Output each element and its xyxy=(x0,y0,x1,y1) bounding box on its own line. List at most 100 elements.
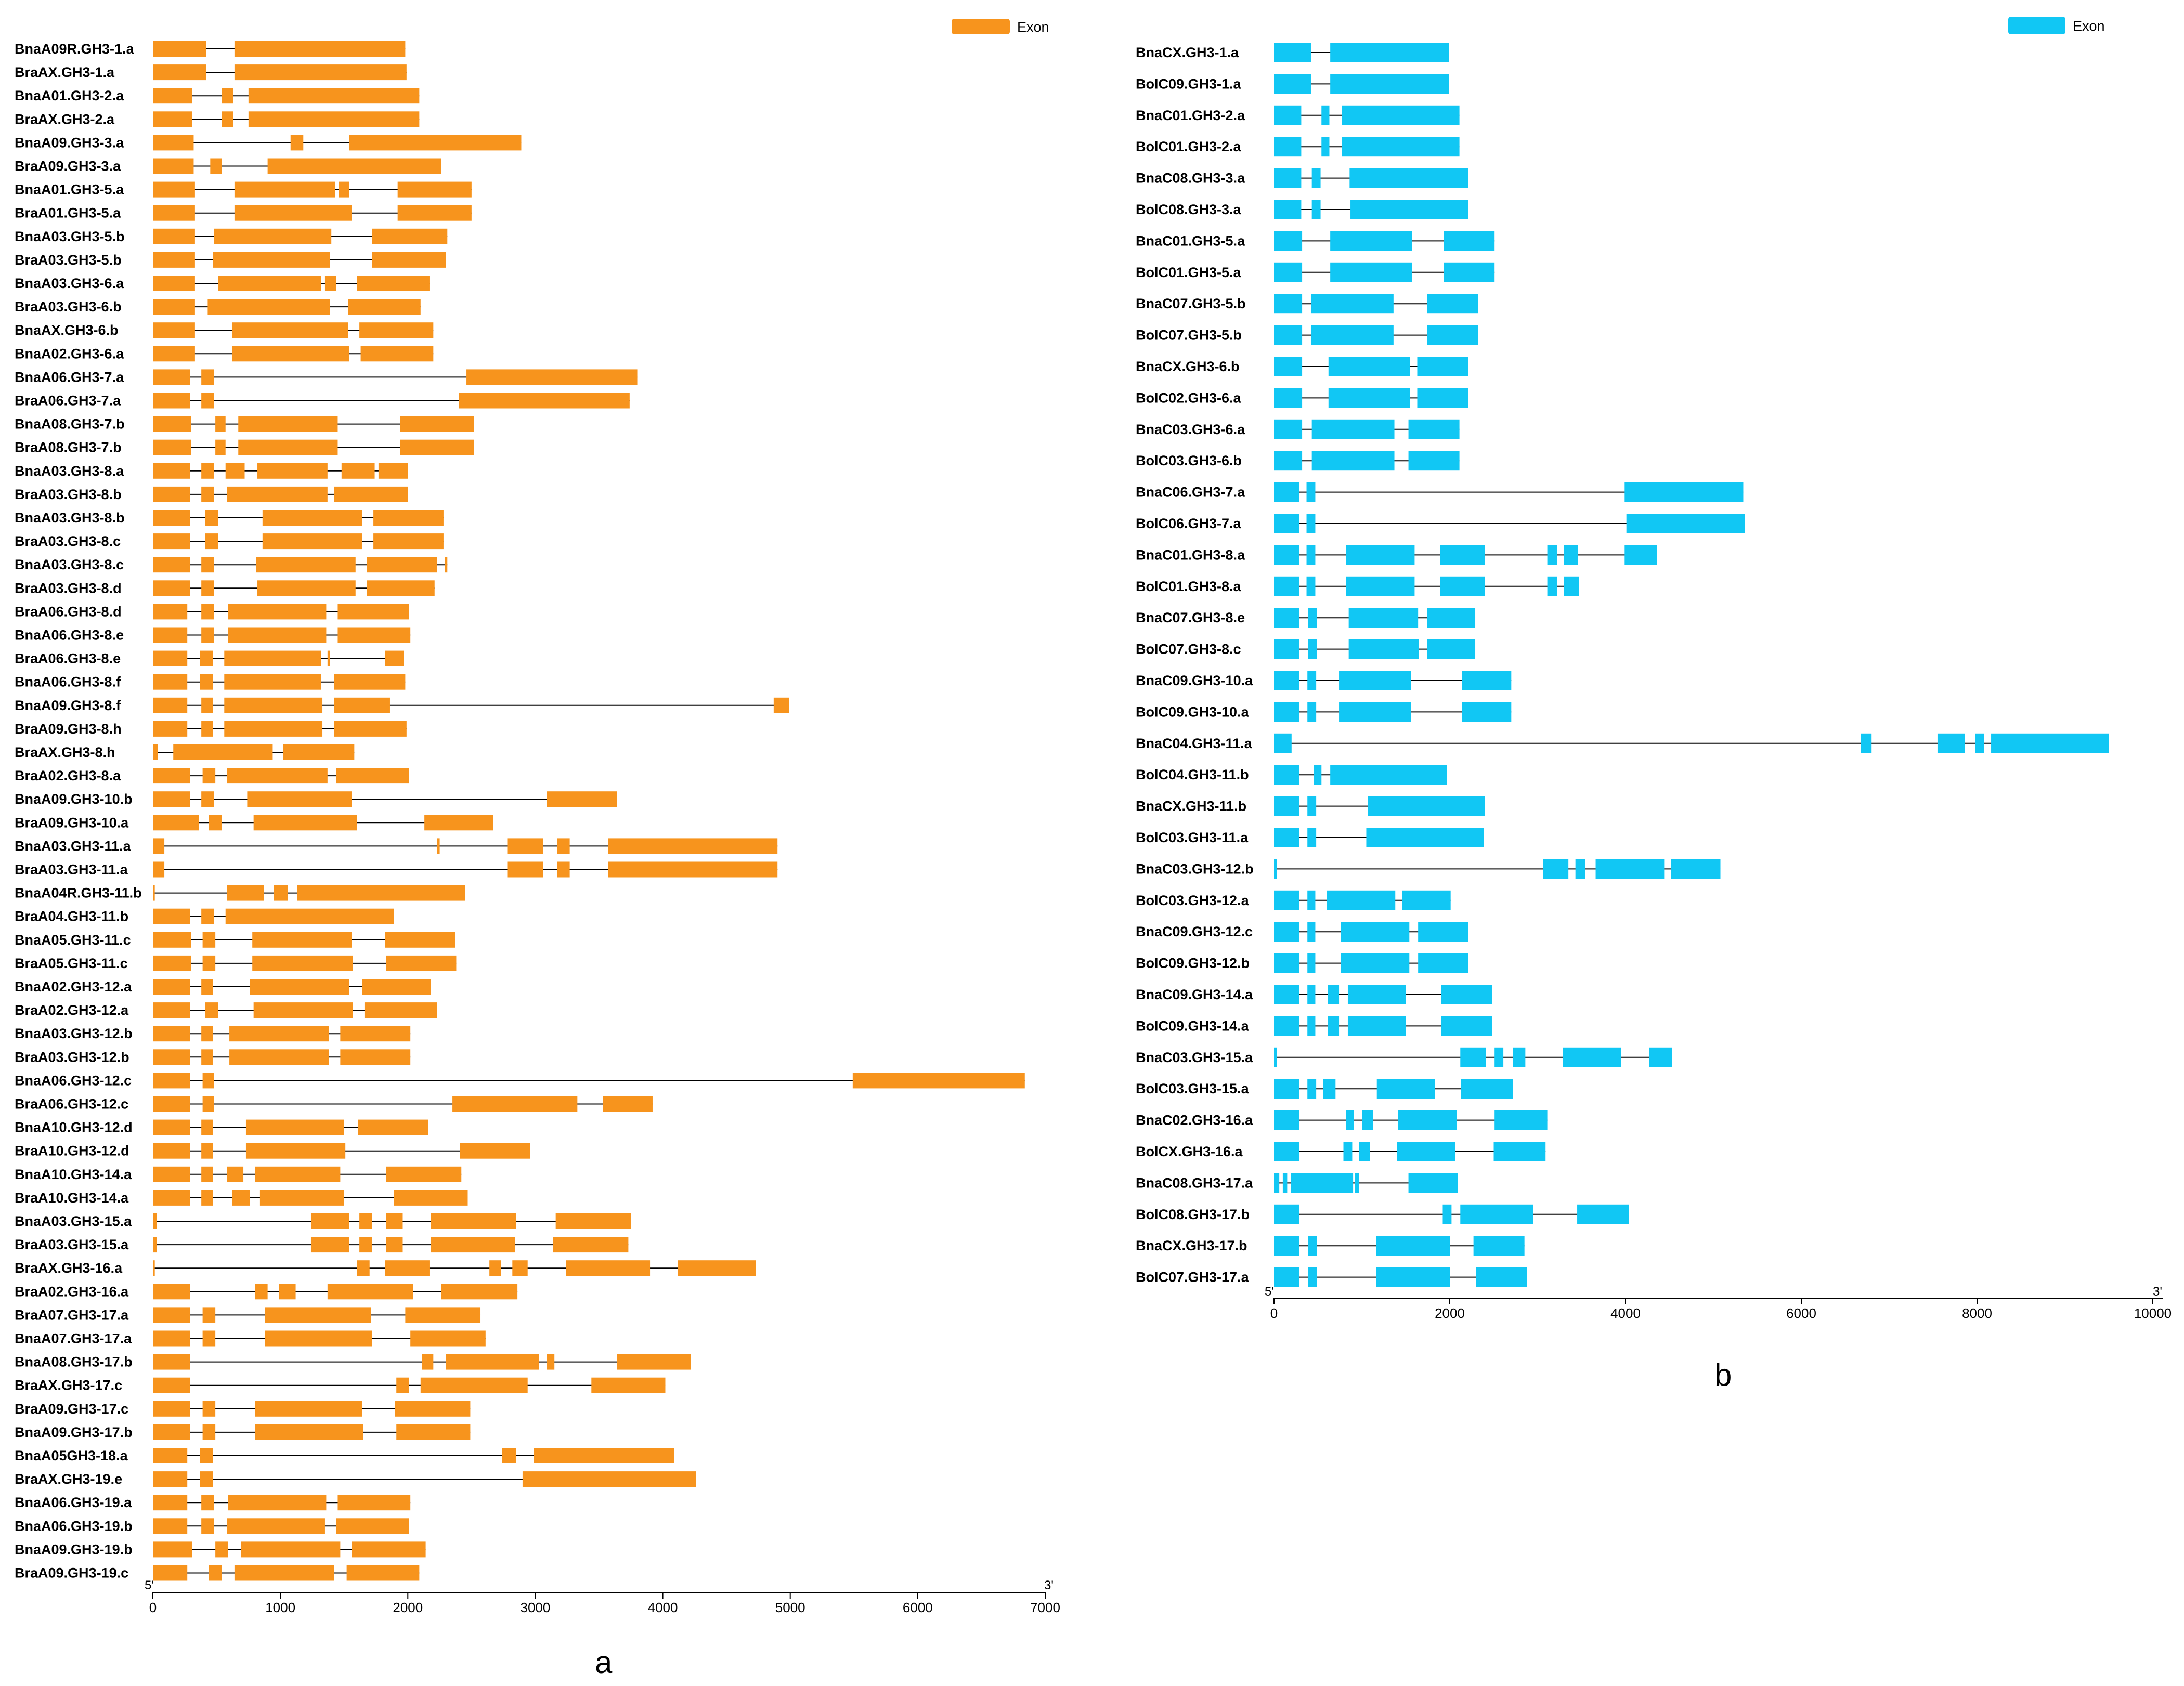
panel-b-exon-block xyxy=(1473,1236,1525,1256)
panel-b-exon-block xyxy=(1330,262,1412,282)
panel-b-exon-block xyxy=(1308,1267,1317,1287)
panel-b-exon-block xyxy=(1408,419,1460,439)
panel-a-exon-block xyxy=(357,1260,370,1276)
panel-a-exon-block xyxy=(359,1213,372,1229)
panel-a-gene-row: BraA03.GH3-11.a xyxy=(15,861,778,878)
panel-b-gene-row: BnaC09.GH3-10.a xyxy=(1136,671,1512,690)
panel-a-exon-block xyxy=(248,111,420,127)
panel-a-gene-label: BnaA05.GH3-11.c xyxy=(15,932,131,948)
panel-a-gene-row: BnaA06.GH3-19.b xyxy=(15,1518,409,1534)
panel-b-exon-block xyxy=(1274,1236,1300,1256)
panel-a-exon-block xyxy=(201,369,214,385)
panel-a-gene-row: BnaA01.GH3-5.a xyxy=(15,181,472,198)
panel-a-exon-block xyxy=(153,955,191,971)
panel-b-exon-block xyxy=(1314,765,1322,785)
panel-b-exon-block xyxy=(1624,545,1657,565)
panel-b-gene-row: BolC03.GH3-6.b xyxy=(1136,451,1460,471)
panel-a-exon-block xyxy=(153,932,191,948)
panel-b-exon-block xyxy=(1441,1016,1492,1036)
panel-b-gene-label: BnaC01.GH3-8.a xyxy=(1136,547,1245,563)
panel-a-gene-label: BnaA06.GH3-8.f xyxy=(15,674,121,690)
panel-b-gene-label: BnaC07.GH3-8.e xyxy=(1136,610,1245,625)
panel-b-exon-block xyxy=(1274,576,1300,596)
panel-a-gene-row: BnaA05GH3-18.a xyxy=(15,1448,674,1463)
panel-b-exon-block xyxy=(1355,1173,1359,1193)
panel-a-gene-row: BraA09.GH3-8.h xyxy=(15,721,407,737)
panel-a-gene-row: BnaA06.GH3-12.c xyxy=(15,1073,1025,1089)
panel-a-exon-block xyxy=(153,721,188,737)
panel-b-exon-block xyxy=(1350,200,1468,219)
panel-b-exon-block xyxy=(1274,890,1300,910)
panel-a-gene-row: BnaA09.GH3-10.b xyxy=(15,791,617,807)
panel-b-exon-block xyxy=(1274,262,1303,282)
panel-a-gene-label: BraAX.GH3-16.a xyxy=(15,1260,123,1276)
panel-a-gene-label: BraA04.GH3-11.b xyxy=(15,909,128,924)
panel-b-exon-block xyxy=(1274,922,1300,942)
panel-a-gene-row: BnaA09.GH3-17.b xyxy=(15,1424,471,1440)
panel-a-gene-label: BnaA03.GH3-8.a xyxy=(15,463,124,479)
panel-a-exon-block xyxy=(334,721,407,737)
panel-a-exon-block xyxy=(153,510,190,526)
panel-a-exon-block xyxy=(228,1495,327,1511)
panel-b-axis-ticks: 0 2000 4000 6000 8000 10000 xyxy=(1270,1298,2172,1321)
panel-a-exon-block xyxy=(420,1377,528,1393)
panel-b-exon-block xyxy=(1494,1047,1504,1067)
panel-a-exon-block xyxy=(201,1190,213,1206)
panel-b-gene-label: BolC03.GH3-12.a xyxy=(1136,893,1250,908)
panel-a-gene-label: BraA05.GH3-11.c xyxy=(15,956,128,971)
panel-b-exon-block xyxy=(1274,608,1300,628)
panel-b-label: b xyxy=(1714,1357,1732,1392)
panel-a-exon-block xyxy=(445,557,448,573)
panel-a-gene-row: BnaA06.GH3-7.a xyxy=(15,369,638,385)
panel-b-exon-block xyxy=(1417,357,1468,376)
panel-b-exon-block xyxy=(1348,639,1419,659)
panel-b-exon-block xyxy=(1274,1016,1300,1036)
panel-a-exon-block xyxy=(267,158,441,174)
panel-a-axis-ticks: 0 1000 2000 3000 4000 5000 6000 7000 xyxy=(149,1592,1060,1615)
panel-a-exon-block xyxy=(773,697,789,713)
panel-b-exon-block xyxy=(1274,639,1300,659)
panel-a-exon-block xyxy=(253,815,357,831)
panel-b-gene-row: BnaCX.GH3-11.b xyxy=(1136,796,1485,816)
panel-a-gene-label: BraA03.GH3-5.b xyxy=(15,252,122,268)
panel-a-gene-label: BnaA09.GH3-8.f xyxy=(15,698,121,713)
panel-a-exon-block xyxy=(460,1143,530,1159)
panel-a-exon-block xyxy=(557,861,570,878)
panel-a-gene-row: BraAX.GH3-19.e xyxy=(15,1471,696,1487)
panel-b-gene-label: BolC01.GH3-5.a xyxy=(1136,265,1242,280)
panel-b-exon-block xyxy=(1460,1204,1533,1224)
panel-a-exon-block xyxy=(337,604,409,620)
panel-a-gene-row: BraA03.GH3-8.c xyxy=(15,533,444,550)
panel-a-exon-block xyxy=(324,276,337,291)
panel-a-exon-block xyxy=(247,791,352,807)
panel-a-exon-block xyxy=(297,885,465,901)
panel-a-exon-block xyxy=(153,64,206,81)
panel-a-gene-label: BraA09.GH3-10.a xyxy=(15,815,129,830)
panel-b-exon-block xyxy=(1328,1016,1340,1036)
panel-a-gene-label: BraA02.GH3-12.a xyxy=(15,1002,129,1018)
panel-a-gene-label: BraAX.GH3-8.h xyxy=(15,744,115,760)
panel-a-exon-block xyxy=(507,838,543,854)
panel-a-exon-block xyxy=(367,557,437,573)
panel-a-gene-row: BnaA07.GH3-17.a xyxy=(15,1330,486,1347)
panel-a-exon-block xyxy=(153,580,190,596)
panel-a-gene-row: BraA03.GH3-5.b xyxy=(15,252,446,268)
panel-a-gene-row: BraA05.GH3-11.c xyxy=(15,955,457,971)
panel-a-exon-block xyxy=(340,1026,411,1042)
panel-a-exon-block xyxy=(422,1354,434,1370)
panel-b-gene-label: BnaC07.GH3-5.b xyxy=(1136,296,1246,311)
panel-b-tick-label: 8000 xyxy=(1962,1305,1992,1321)
panel-a-exon-block xyxy=(153,533,190,550)
panel-a-gene-label: BnaA05GH3-18.a xyxy=(15,1448,128,1463)
panel-a-exon-block xyxy=(257,580,356,596)
panel-a-exon-block xyxy=(201,721,213,737)
panel-a-exon-block xyxy=(310,1237,349,1253)
panel-a-exon-block xyxy=(153,1401,190,1417)
panel-b-gene-row: BnaC08.GH3-17.a xyxy=(1136,1173,1458,1193)
panel-a-gene-row: BnaA01.GH3-2.a xyxy=(15,88,420,104)
panel-a-exon-block xyxy=(213,252,330,268)
panel-a-exon-block xyxy=(201,486,214,502)
panel-a-gene-row: BraAX.GH3-1.a xyxy=(15,64,407,81)
panel-a-gene-label: BnaA08.GH3-7.b xyxy=(15,416,125,432)
panel-b-exon-block xyxy=(1274,168,1302,188)
